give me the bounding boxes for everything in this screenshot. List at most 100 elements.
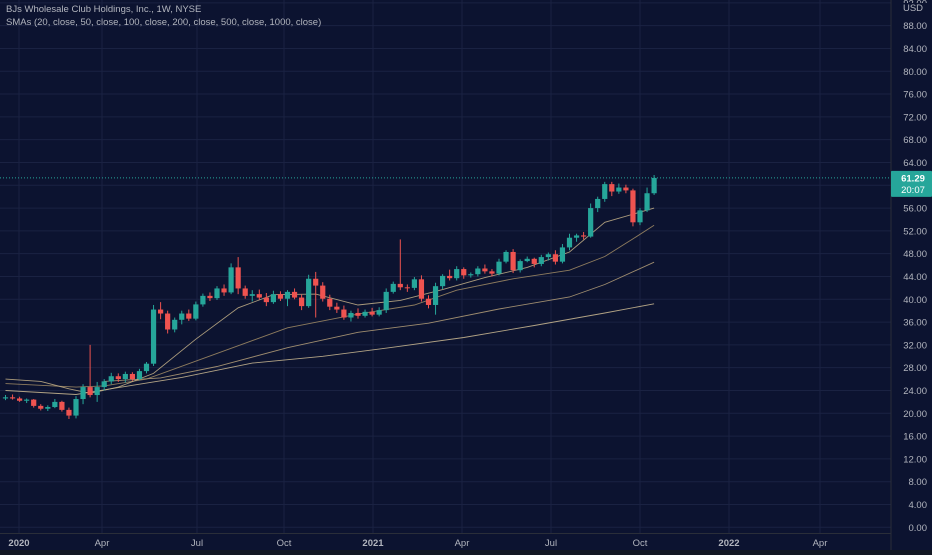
candle-body (200, 295, 206, 305)
candle-body (566, 237, 573, 248)
candle-body (651, 177, 657, 194)
y-tick-label: 36.00 (903, 318, 927, 329)
candle-body (320, 285, 326, 299)
candle-body (94, 387, 100, 396)
candle-body (73, 399, 79, 416)
candle-body (454, 269, 460, 279)
candle-body (545, 254, 551, 258)
y-tick-label: 8.00 (909, 477, 928, 488)
candle-body (299, 297, 305, 307)
currency-bg (892, 3, 932, 13)
candle-body (17, 398, 23, 401)
chart-title: BJs Wholesale Club Holdings, Inc., 1W, N… (6, 4, 202, 15)
y-tick-label: 56.00 (903, 204, 927, 215)
candle-body (115, 376, 121, 380)
candle-body (475, 268, 481, 275)
x-tick-label: Oct (277, 538, 292, 549)
candle-body (440, 275, 446, 287)
candle-body (158, 309, 164, 314)
candle-body (52, 401, 58, 408)
candle-body (87, 387, 93, 396)
candle-body (80, 387, 86, 400)
candle-body (277, 294, 284, 299)
candle-body (517, 261, 523, 271)
y-tick-label: 48.00 (903, 249, 927, 260)
candle-body (355, 312, 361, 316)
candle-body (186, 313, 192, 319)
indicator-label: SMAs (20, close, 50, close, 100, close, … (6, 17, 322, 28)
candle-body (256, 294, 262, 298)
y-tick-label: 64.00 (903, 158, 927, 169)
candle-body (242, 288, 248, 296)
candle-body (510, 251, 516, 271)
candle-body (588, 208, 594, 237)
candle-body (404, 287, 410, 289)
candle-body (263, 297, 269, 303)
candle-body (108, 376, 114, 382)
candle-body (193, 304, 199, 319)
candle-body (59, 401, 65, 410)
candle-body (637, 210, 643, 223)
currency-label: USD (903, 3, 923, 14)
candle-body (172, 319, 178, 330)
candle-body (616, 187, 622, 192)
candle-body (291, 291, 298, 298)
y-tick-label: 76.00 (903, 90, 927, 101)
candle-body (432, 286, 439, 305)
y-tick-label: 84.00 (903, 44, 927, 55)
candle-body (559, 247, 566, 262)
candle-body (503, 251, 509, 262)
y-tick-label: 4.00 (909, 500, 928, 511)
countdown-label: 20:07 (901, 185, 925, 196)
x-tick-label: Apr (95, 538, 110, 549)
candle-body (383, 291, 389, 311)
candle-body (136, 371, 143, 380)
y-tick-label: 68.00 (903, 135, 927, 146)
candle-body (165, 313, 171, 330)
x-tick-label: Oct (633, 538, 648, 549)
candle-body (150, 309, 157, 364)
candle-body (327, 298, 333, 307)
candle-body (581, 235, 587, 237)
candle-body (129, 373, 135, 380)
candle-body (390, 283, 396, 292)
candle-body (24, 399, 30, 401)
x-tick-label: Apr (813, 538, 828, 549)
candle-body (306, 278, 312, 307)
y-tick-label: 32.00 (903, 340, 927, 351)
x-tick-label: Apr (455, 538, 470, 549)
candle-body (235, 267, 241, 289)
candle-body (38, 405, 44, 409)
candle-body (482, 268, 488, 272)
candle-body (249, 294, 255, 296)
candle-body (630, 190, 636, 223)
candle-body (369, 311, 375, 315)
candle-body (9, 397, 16, 399)
candle-body (411, 279, 417, 288)
candle-body (122, 373, 128, 380)
y-tick-label: 0.00 (909, 523, 928, 534)
y-tick-label: 12.00 (903, 454, 927, 465)
candle-body (362, 311, 368, 316)
candle-body (214, 288, 220, 299)
last-price-label: 61.29 (901, 173, 925, 184)
candle-body (31, 399, 37, 406)
candle-body (595, 198, 601, 209)
sma-3-line (104, 261, 655, 382)
chart-legend: BJs Wholesale Club Holdings, Inc., 1W, N… (6, 3, 321, 29)
y-tick-label: 20.00 (903, 409, 927, 420)
candle-body (397, 283, 403, 288)
x-tick-label: 2021 (362, 538, 384, 549)
y-tick-label: 24.00 (903, 386, 927, 397)
candle-body (468, 274, 474, 276)
candle-body (313, 278, 319, 286)
candle-body (609, 184, 615, 192)
candle-body (207, 295, 213, 299)
candle-body (179, 313, 185, 320)
y-tick-label: 52.00 (903, 226, 927, 237)
candle-body (221, 288, 227, 293)
y-tick-label: 88.00 (903, 21, 927, 32)
candle-body (341, 309, 347, 318)
